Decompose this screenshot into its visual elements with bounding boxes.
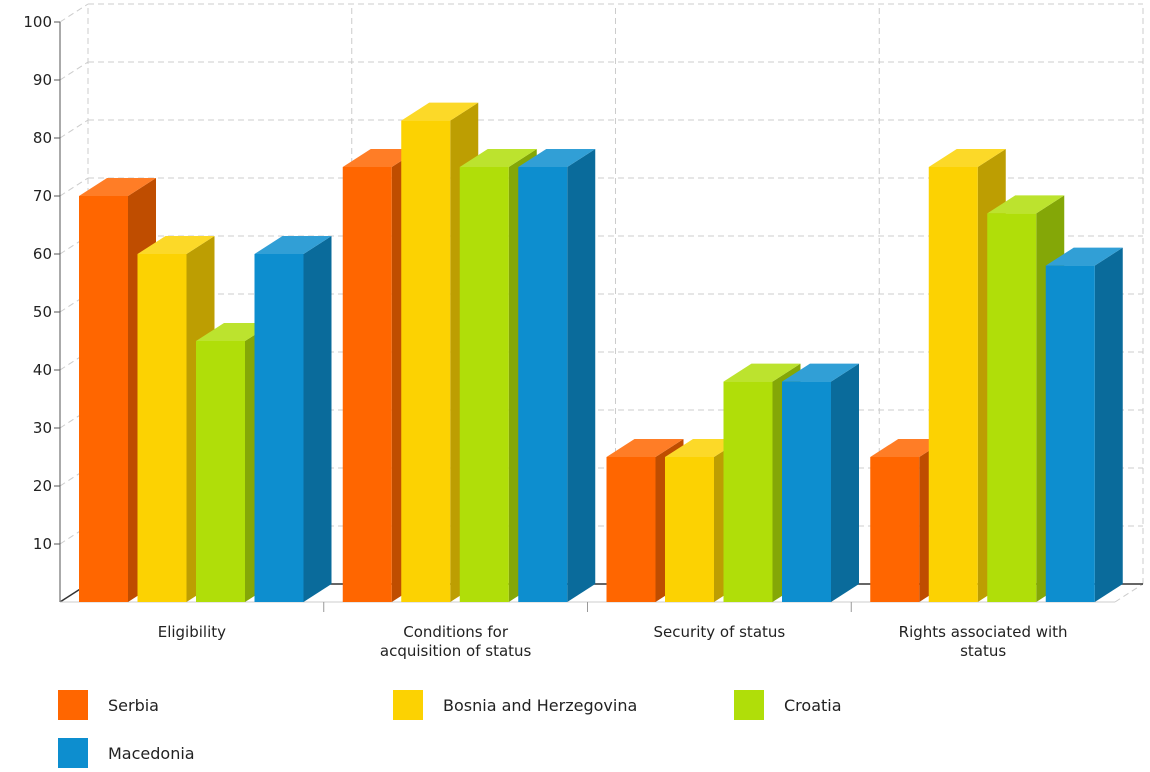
bar-front (723, 381, 773, 602)
bar-top (1045, 247, 1123, 266)
x-tick-label: Conditions for acquisition of status (380, 623, 532, 660)
legend-label-macedonia: Macedonia (108, 743, 195, 763)
bar-front (518, 167, 568, 602)
bar-top (137, 236, 215, 254)
legend-swatch-croatia (734, 690, 764, 720)
y-tick-label: 50 (33, 303, 52, 321)
legend-item-serbia[interactable]: Serbia (58, 690, 159, 720)
bar-top (870, 439, 948, 457)
bar-top (342, 149, 420, 167)
y-tick-label: 40 (33, 361, 52, 379)
bar-front (401, 120, 451, 602)
y-tick-label: 60 (33, 245, 52, 263)
x-tick-label: Eligibility (158, 623, 226, 641)
bar-top (196, 323, 273, 341)
bar-front (137, 254, 187, 602)
floor-right-edge (1114, 583, 1144, 603)
bar-top (782, 363, 859, 382)
gridline-depth (59, 61, 89, 81)
x-tick-label: Security of status (654, 623, 786, 641)
bar-side (1094, 247, 1123, 602)
y-tick-label: 90 (33, 71, 52, 89)
gridline-depth (59, 3, 89, 23)
bar-side (567, 149, 596, 602)
bar-front (606, 457, 656, 602)
bar-front (342, 167, 392, 602)
legend-swatch-serbia (58, 690, 88, 720)
bar-top (518, 149, 596, 167)
legend-swatch-macedonia (58, 738, 88, 768)
y-tick-label: 70 (33, 187, 52, 205)
x-tick-label: Rights associated with status (899, 623, 1068, 660)
bar-front (196, 341, 245, 602)
bar-top (606, 439, 684, 457)
bar-macedonia-0 (254, 236, 332, 602)
bar-side (831, 363, 859, 602)
bar-front (254, 254, 304, 602)
y-tick-label: 30 (33, 419, 52, 437)
bars (79, 102, 1123, 602)
legend-item-macedonia[interactable]: Macedonia (58, 738, 195, 768)
bar-top (79, 178, 156, 196)
legend-item-bosnia-and-herzegovina[interactable]: Bosnia and Herzegovina (393, 690, 637, 720)
gridline-depth (59, 409, 89, 429)
legend-label-croatia: Croatia (784, 695, 842, 715)
bar-front (459, 167, 509, 602)
legend-label-serbia: Serbia (108, 695, 159, 715)
y-tick-label: 80 (33, 129, 52, 147)
bar-macedonia-3 (1045, 247, 1123, 602)
bar-front (987, 213, 1037, 602)
y-tick-label: 10 (33, 535, 52, 553)
bar-macedonia-2 (782, 363, 859, 602)
bar-serbia-3 (870, 439, 948, 602)
bar-side (303, 236, 332, 602)
bar-front (79, 196, 128, 602)
bar-top (254, 236, 332, 254)
bar-top (928, 149, 1006, 167)
gridline-depth (59, 177, 89, 197)
bar-top (723, 363, 801, 382)
gridline-depth (59, 351, 89, 371)
bar-macedonia-1 (518, 149, 596, 602)
bar-front (1045, 265, 1095, 602)
bar-front (928, 167, 978, 602)
bar-top (987, 195, 1065, 214)
bar-front (870, 457, 920, 602)
y-tick-label: 20 (33, 477, 52, 495)
bar-top (401, 102, 479, 121)
bar-front (782, 381, 831, 602)
legend-label-bosnia-and-herzegovina: Bosnia and Herzegovina (443, 695, 638, 715)
legend-swatch-bosnia-and-herzegovina (393, 690, 423, 720)
bar-top (459, 149, 537, 167)
bar-top (665, 439, 742, 457)
y-tick-label: 100 (23, 13, 52, 31)
gridline-depth (59, 525, 89, 545)
legend-item-croatia[interactable]: Croatia (734, 690, 842, 720)
gridline-depth (59, 119, 89, 139)
gridline-depth (59, 467, 89, 487)
gridline-depth (59, 293, 89, 313)
bar-front (665, 457, 714, 602)
gridline-depth (59, 235, 89, 255)
